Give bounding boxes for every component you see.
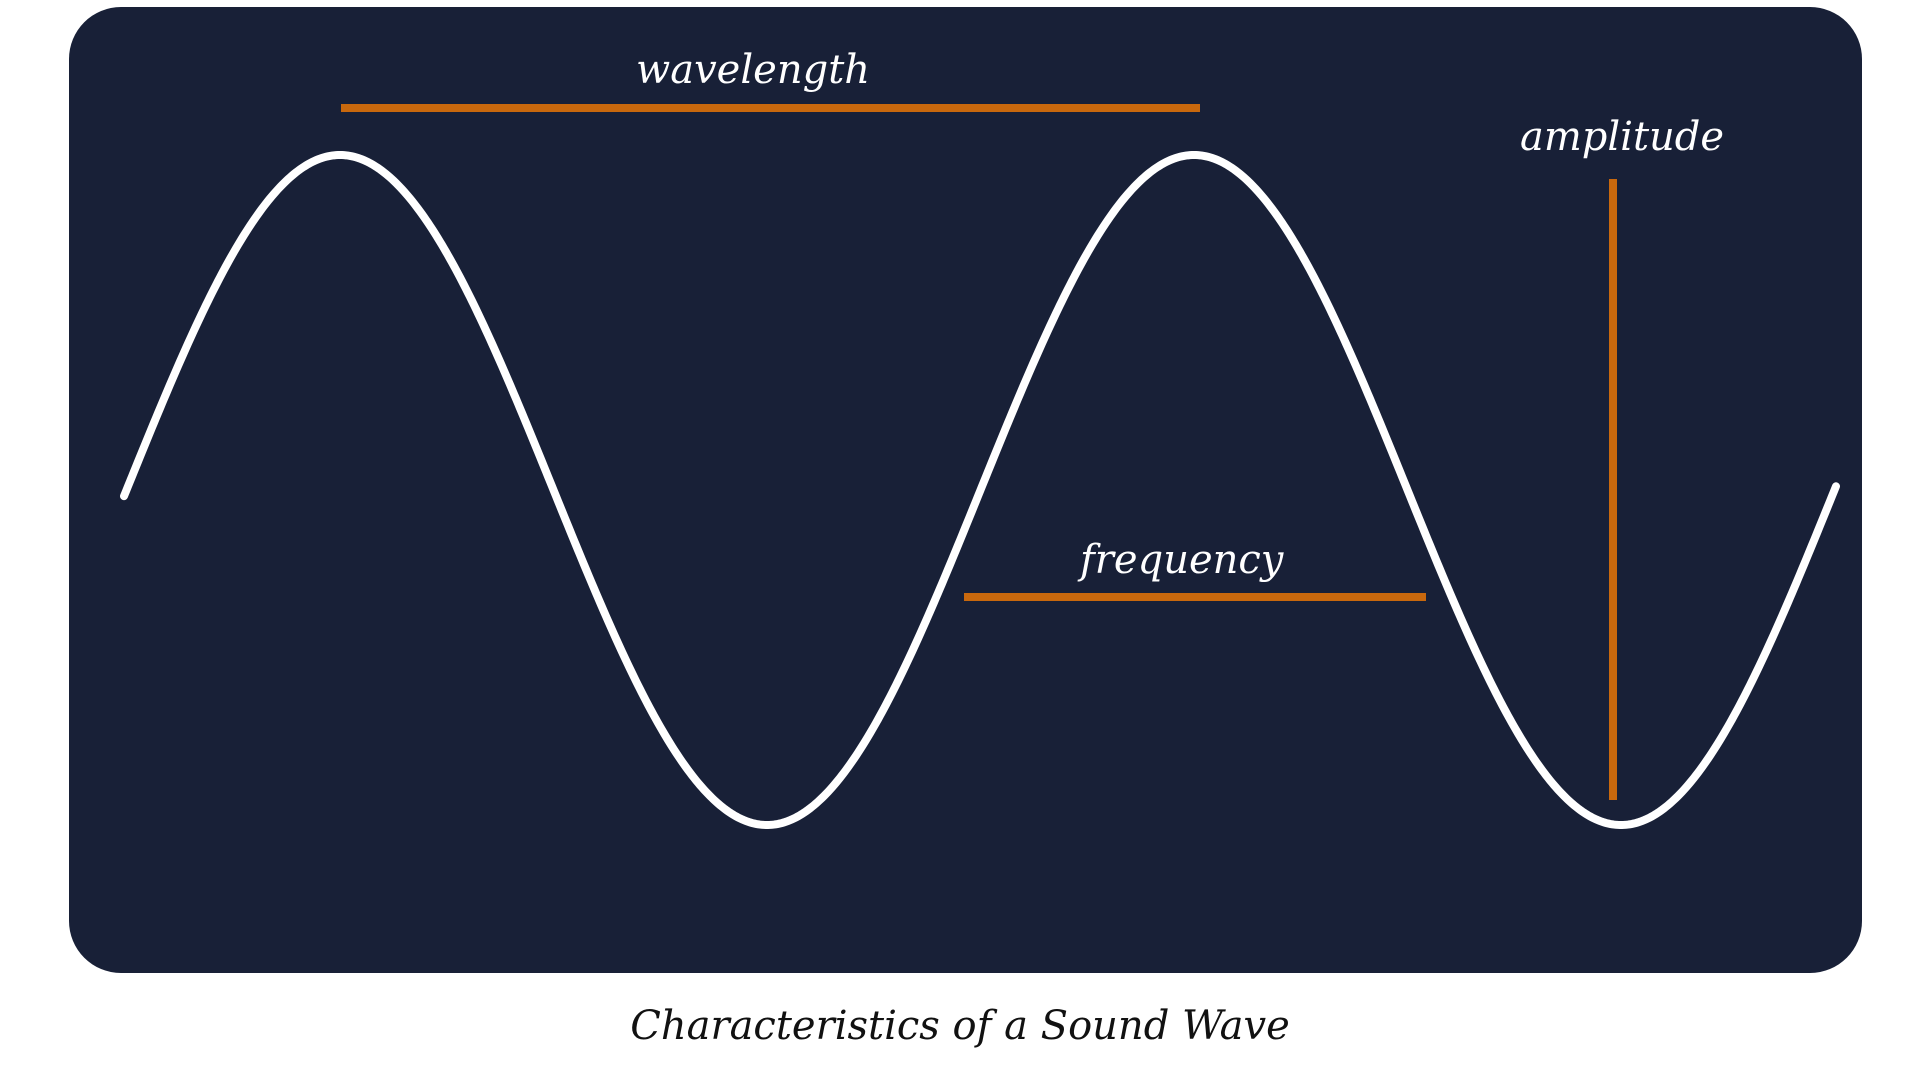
sine-wave: [120, 150, 1840, 829]
diagram-caption: Characteristics of a Sound Wave: [630, 1003, 1290, 1049]
amplitude-label: amplitude: [1520, 114, 1725, 160]
wavelength-label: wavelength: [636, 47, 871, 93]
diagram-panel: [69, 7, 1862, 973]
frequency-label: frequency: [1080, 537, 1284, 583]
